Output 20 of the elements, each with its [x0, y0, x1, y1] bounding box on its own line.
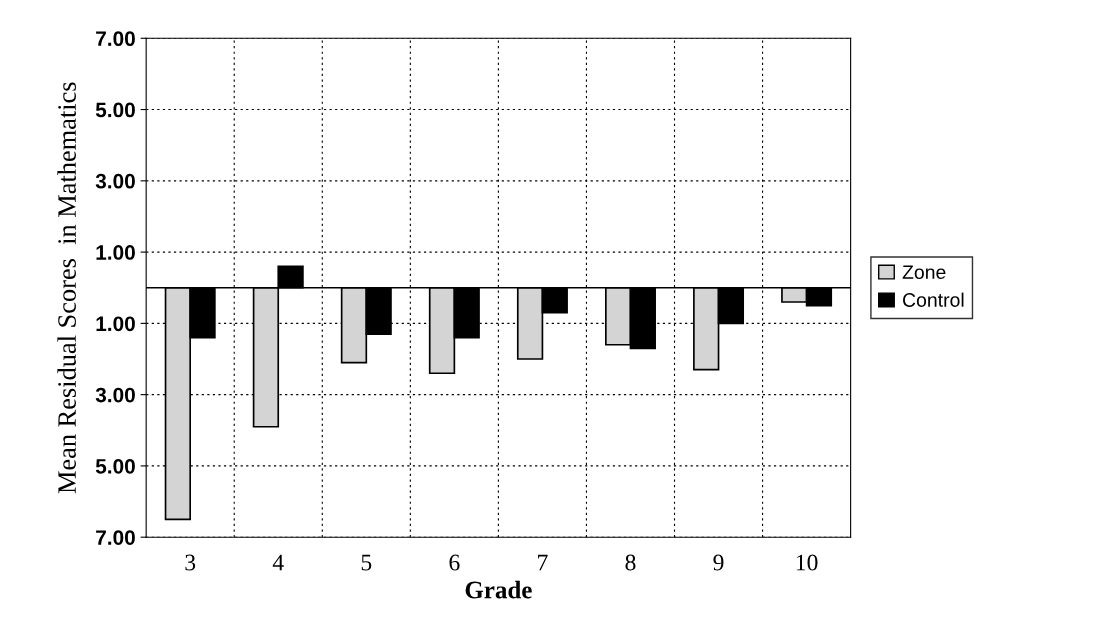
x-tick-label: 4: [272, 554, 284, 571]
y-tick-label: 3.00: [95, 173, 135, 189]
y-tick-label: 3.00: [95, 387, 135, 403]
y-tick-label: 1.00: [96, 245, 135, 260]
y-tick-label: 1.00: [96, 316, 135, 332]
y-tick-label: 5.00: [95, 102, 135, 118]
x-tick-label: 8: [625, 554, 636, 571]
x-tick-label: 6: [449, 554, 460, 571]
legend-label: Zone: [902, 265, 946, 280]
x-tick-label: 10: [796, 554, 818, 571]
x-axis-title: Grade: [465, 580, 532, 599]
y-tick-label: 5.00: [95, 458, 135, 474]
x-tick-label: 7: [538, 554, 548, 571]
y-tick-label: 7.00: [96, 530, 135, 545]
y-tick-label: 7.00: [96, 31, 135, 47]
legend-label: Control: [903, 292, 964, 307]
x-tick-label: 5: [361, 554, 372, 571]
y-axis-title: Mean Residual Scores in Mathematics: [57, 82, 76, 494]
x-tick-label: 3: [185, 554, 196, 571]
x-tick-label: 9: [713, 554, 724, 571]
